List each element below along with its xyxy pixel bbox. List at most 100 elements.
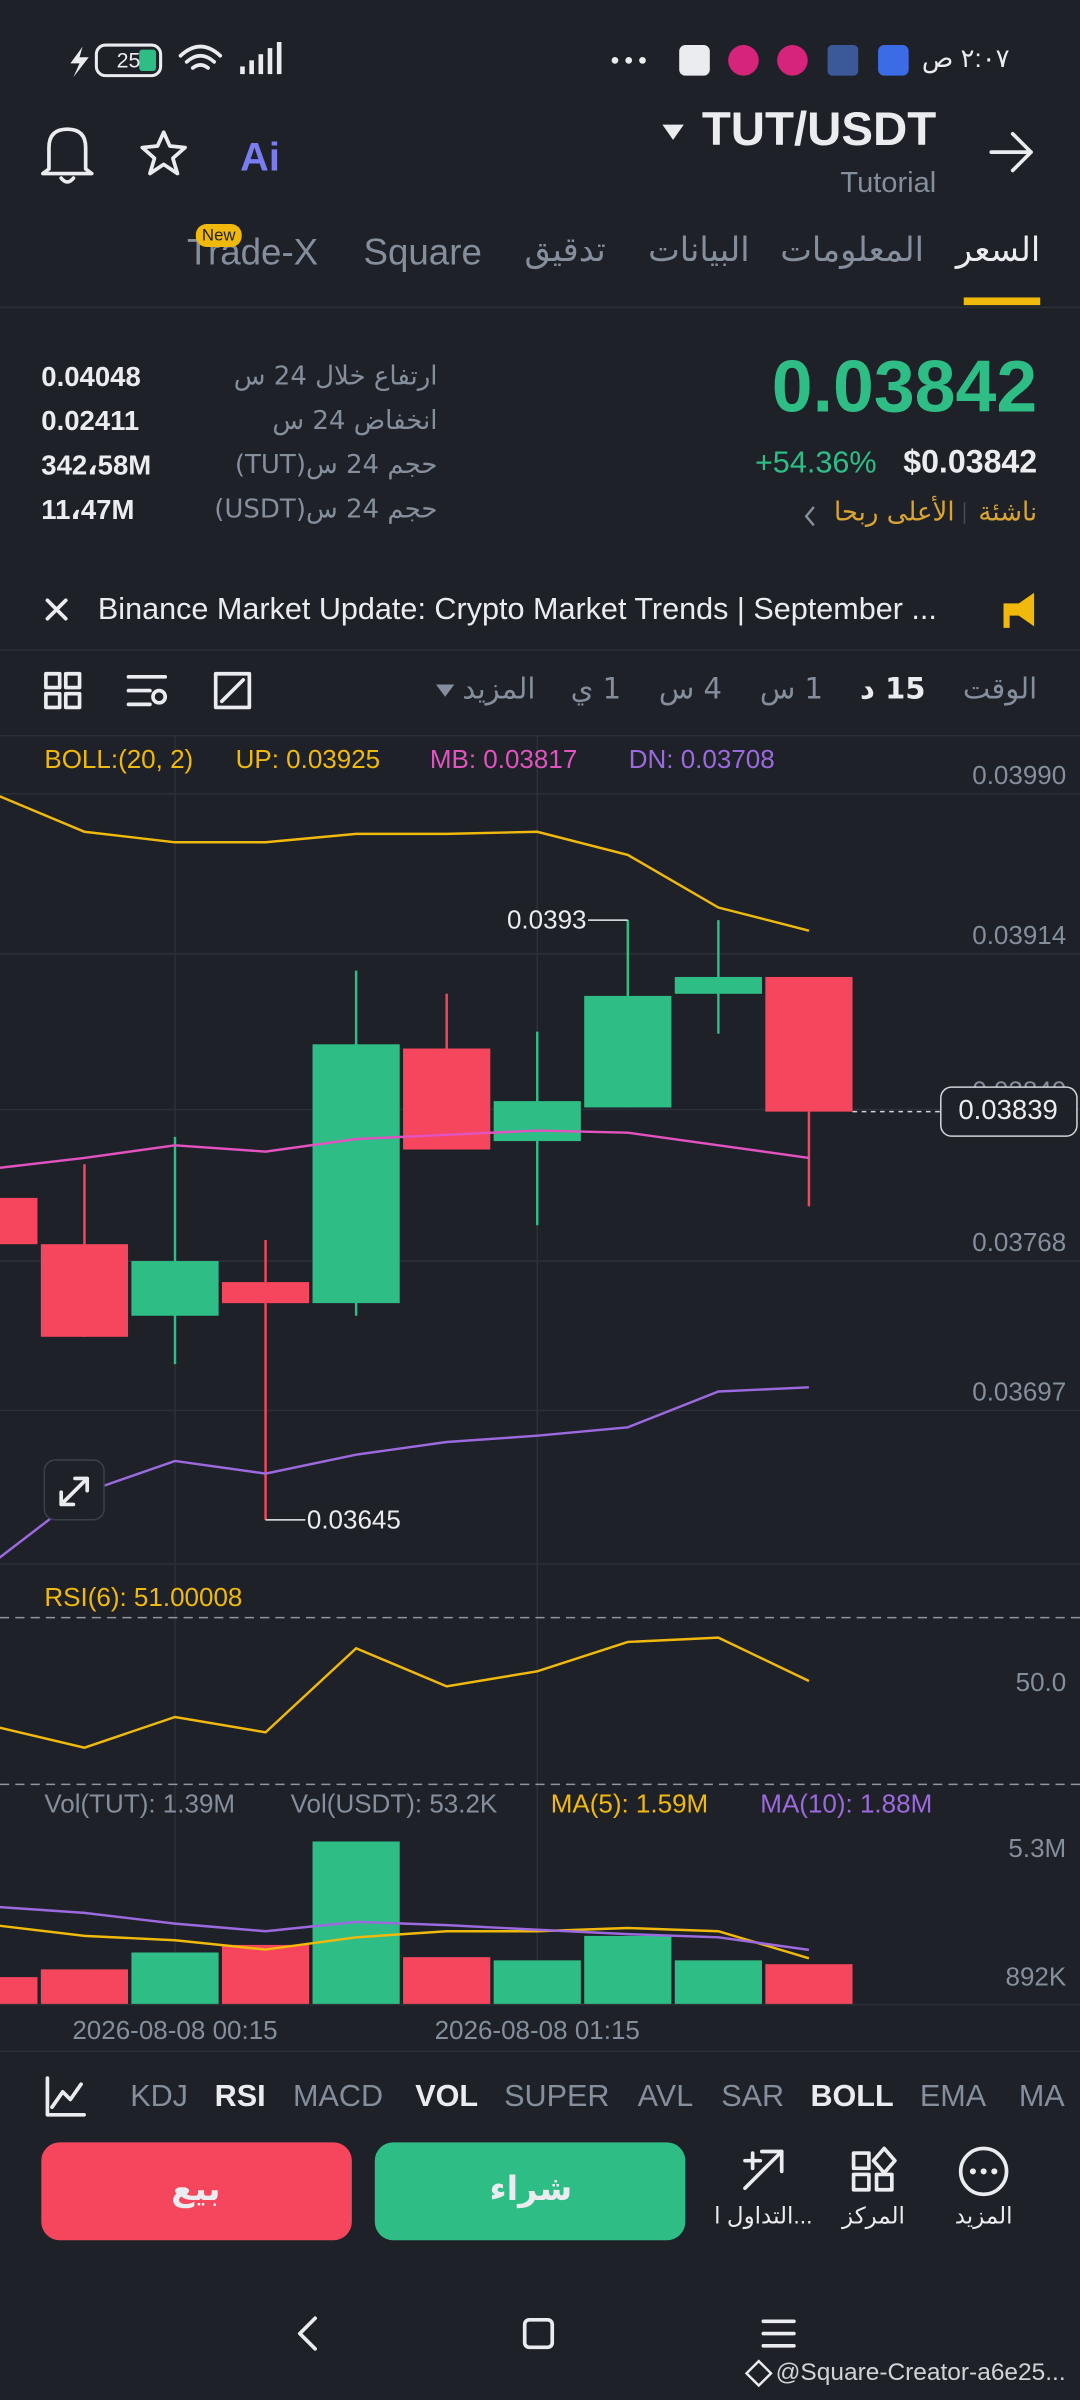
indicator-legends: BOLL:(20, 2) UP: 0.03925 MB: 0.03817 DN:… [0, 744, 1080, 2053]
volume-legend: Vol(USDT): 53.2K [291, 1789, 498, 1819]
stat-label: ارتفاع خلال 24 س [234, 361, 438, 391]
layout-icon[interactable] [44, 671, 82, 710]
timeframe[interactable]: 4 س [659, 672, 722, 706]
tag[interactable]: الأعلى ربحا [834, 495, 955, 528]
nav-recents[interactable] [761, 2319, 796, 2348]
indicator-tab[interactable]: SUPER [504, 2079, 609, 2113]
timeframe-active[interactable]: 15 د [860, 672, 925, 706]
ma-line [0, 1924, 810, 1960]
indicator-tab[interactable]: SAR [721, 2079, 784, 2113]
drawing-tools-icon[interactable] [213, 671, 252, 710]
forward-arrow[interactable] [989, 131, 1033, 173]
boll-legend: DN: 0.03708 [629, 744, 775, 774]
new-badge-text: New [202, 226, 236, 245]
ai-button[interactable]: Ai [240, 135, 280, 179]
indicator-settings-icon[interactable] [126, 674, 168, 707]
battery-percent: 25 [117, 49, 141, 73]
candle-body [0, 1197, 38, 1245]
stat-label: حجم 24 س(TUT) [235, 450, 438, 480]
candle-body [493, 1101, 581, 1142]
boll-legend: MB: 0.03817 [430, 744, 577, 774]
stat-value: 0.02411 [41, 405, 139, 436]
volume-bar [0, 1977, 38, 2005]
sell-button[interactable] [41, 2142, 352, 2241]
more-icon[interactable] [958, 2146, 1009, 2197]
rsi-line [0, 1636, 810, 1749]
timeframe-more[interactable]: المزيد [462, 672, 535, 706]
header: Ai TUT/USDT Tutorial [40, 103, 1033, 199]
divider [0, 649, 1080, 651]
announcement-icon [1003, 592, 1035, 628]
buy-label: شراء [489, 2171, 572, 2209]
tab-active[interactable]: السعر [954, 230, 1040, 270]
indicator-tab[interactable]: VOL [415, 2079, 478, 2113]
indicator-tab[interactable]: RSI [215, 2079, 266, 2113]
app-icon [878, 45, 909, 76]
indicator-tab[interactable]: KDJ [130, 2079, 188, 2113]
position-icon[interactable] [851, 2146, 897, 2192]
low-label: 0.03645 [307, 1504, 401, 1534]
more-dots [611, 56, 646, 64]
stat-label: انخفاض 24 س [272, 406, 437, 436]
indicator-tab[interactable]: BOLL [810, 2079, 893, 2113]
candle-body [584, 995, 672, 1108]
nav-back[interactable] [297, 2316, 317, 2351]
candle-body [765, 976, 853, 1112]
buy-button[interactable] [374, 2142, 686, 2241]
price-block: 0.03842 +54.36% $0.03842 ناشئة الأعلى رب… [41, 346, 1037, 528]
stat-label: حجم 24 س(USDT) [214, 495, 437, 525]
indicator-tab[interactable]: MACD [293, 2079, 383, 2113]
watermark-icon [744, 2359, 773, 2388]
favorite-icon[interactable] [140, 130, 187, 176]
action-label: المزيد [955, 2202, 1013, 2229]
pair-dropdown[interactable] [662, 124, 684, 140]
tab[interactable]: تدقيق [524, 230, 605, 270]
x-tick-label: 2026-08-08 01:15 [435, 2015, 640, 2045]
action-label: المركز [841, 2202, 905, 2229]
facebook-icon [827, 45, 859, 76]
timeframe[interactable]: 1 س [760, 672, 823, 706]
tab-underline [963, 297, 1041, 306]
trade-icon[interactable] [743, 2149, 784, 2191]
tab[interactable]: البيانات [648, 230, 749, 269]
bell-icon[interactable] [40, 127, 94, 184]
indicator-tab[interactable]: EMA [920, 2079, 987, 2113]
chart-toolbar: الوقت 15 د 1 س 4 س 1 ي المزيد [0, 672, 1080, 737]
action-label: التداول ا... [714, 2202, 812, 2229]
x-tick-label: 2026-08-08 00:15 [72, 2015, 277, 2045]
divider [0, 734, 1080, 737]
candle-body [674, 976, 762, 994]
close-banner[interactable] [45, 598, 68, 621]
timeframe-label: الوقت [963, 672, 1037, 706]
tag-separator [963, 502, 966, 524]
battery-icon [94, 43, 163, 78]
banner-text[interactable]: Binance Market Update: Crypto Market Tre… [98, 592, 937, 626]
candle-body [312, 1044, 400, 1304]
ma-line [0, 1905, 810, 1952]
status-bar: 25 ٢:٠٧ ص [70, 41, 1010, 78]
sell-label: بيع [171, 2171, 220, 2209]
volume-bar [674, 1960, 762, 2005]
battery-level [139, 49, 157, 72]
tab[interactable]: Square [364, 231, 482, 272]
boll-title: BOLL:(20, 2) [44, 744, 193, 774]
timeframe[interactable]: 1 ي [571, 672, 621, 706]
price-change: +54.36% [755, 445, 877, 479]
y-tick-label: 892K [1005, 1962, 1066, 1992]
new-badge [195, 224, 242, 247]
volume-bar [131, 1952, 219, 2005]
tag[interactable]: ناشئة [978, 498, 1037, 528]
indicator-tab[interactable]: MA [1019, 2079, 1065, 2113]
tab[interactable]: المعلومات [780, 230, 924, 270]
y-tick-label: 5.3M [1008, 1833, 1066, 1863]
system-nav: @Square-Creator-a6e25... [297, 2316, 1066, 2388]
last-price-box [940, 1086, 1078, 1137]
chart-area: 0.036970.037680.038400.039140.039902026-… [0, 736, 1080, 2045]
instagram-icon [728, 45, 759, 76]
indicator-icon[interactable] [45, 2076, 86, 2117]
boll-legend: UP: 0.03925 [236, 744, 381, 774]
pair-name[interactable]: TUT/USDT [702, 103, 936, 156]
tabs: السعر المعلومات البيانات تدقيق Square Tr… [0, 224, 1080, 309]
nav-home[interactable] [522, 2317, 555, 2350]
indicator-tab[interactable]: AVL [638, 2079, 694, 2113]
